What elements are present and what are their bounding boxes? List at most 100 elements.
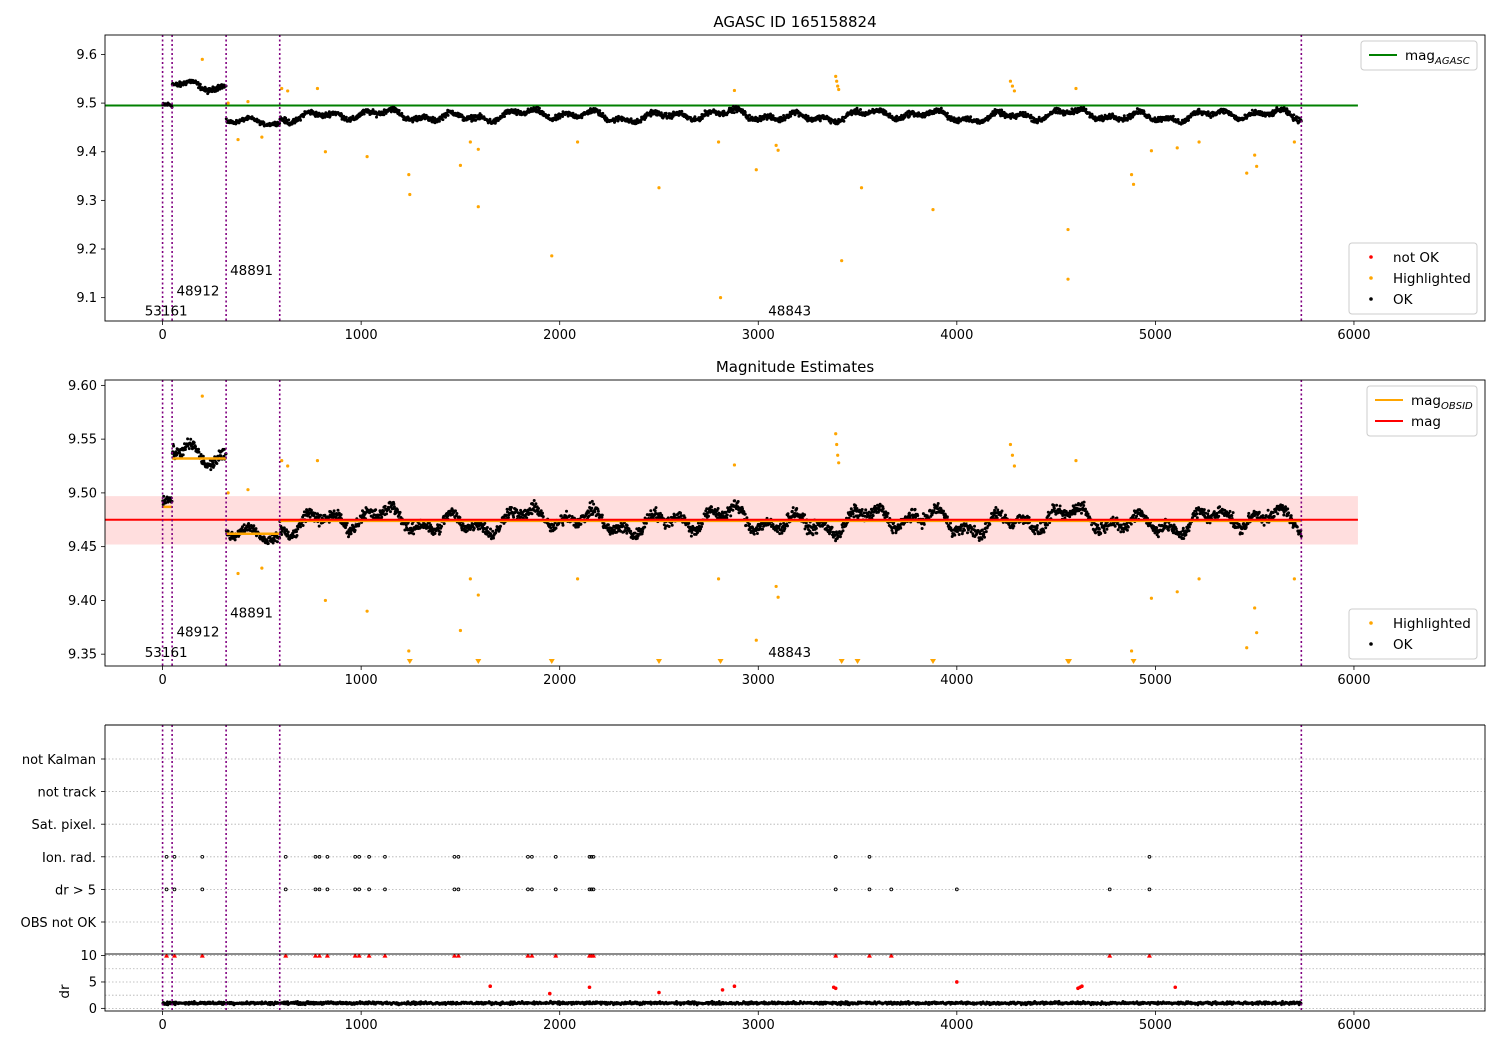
ok-point — [999, 513, 1003, 517]
ok-point — [510, 506, 513, 509]
ok-point — [700, 522, 704, 526]
ok-point — [913, 507, 917, 511]
ok-point — [1042, 530, 1046, 534]
ok-point — [744, 523, 748, 527]
highlighted-point — [1149, 149, 1154, 153]
ok-point — [531, 502, 535, 506]
ok-point — [568, 514, 572, 518]
ok-point — [755, 532, 759, 535]
ok-point — [1035, 526, 1039, 530]
ok-point — [804, 521, 808, 525]
ok-point — [725, 516, 729, 520]
ok-point — [194, 445, 197, 449]
y-tick-label: 9.3 — [76, 194, 97, 209]
ok-point — [742, 510, 746, 514]
y-tick-label: 9.2 — [76, 243, 97, 258]
ok-point — [226, 529, 230, 533]
x-tick-label: 6000 — [1337, 328, 1370, 343]
ok-point — [780, 531, 784, 535]
y-tick-label: 9.6 — [76, 48, 97, 63]
ok-point — [198, 82, 202, 86]
highlighted-point — [835, 79, 839, 83]
ok-point — [793, 113, 797, 117]
ok-point — [641, 530, 644, 534]
highlighted-point — [1008, 79, 1013, 83]
ok-point — [1187, 118, 1190, 122]
ok-point — [995, 516, 999, 520]
x-tick-label: 4000 — [940, 328, 973, 343]
ok-point — [984, 530, 988, 534]
ok-point — [388, 500, 392, 504]
ok-point — [969, 115, 973, 119]
ok-point — [309, 508, 313, 512]
chart-title: AGASC ID 165158824 — [713, 13, 876, 31]
ok-point — [1132, 513, 1136, 517]
ok-point — [748, 522, 751, 526]
ok-point — [649, 509, 653, 513]
ok-point — [969, 530, 973, 534]
ok-point — [362, 112, 366, 116]
legend-dot-swatch — [1369, 276, 1373, 280]
ok-point — [776, 530, 779, 534]
ok-point — [438, 530, 442, 534]
legend-label: magAGASC — [1405, 48, 1470, 67]
ok-point — [949, 115, 953, 119]
panel-magnitude-estimates: 0 1000 2000 3000 4000 5000 60009.359.409.459.5… — [68, 358, 1486, 688]
ok-point — [786, 524, 789, 528]
ok-point — [349, 532, 353, 536]
ok-point — [437, 119, 441, 123]
ok-point — [687, 521, 691, 525]
ok-point — [547, 113, 551, 117]
ok-point — [541, 511, 544, 515]
ok-point — [400, 111, 404, 115]
ok-point — [888, 112, 892, 116]
y-tick-label: 9.1 — [76, 291, 97, 306]
ok-point — [868, 514, 872, 518]
ok-point — [572, 523, 576, 527]
ok-point — [534, 502, 538, 506]
ok-point — [752, 532, 756, 536]
ok-point — [777, 524, 781, 528]
ok-point — [945, 515, 949, 519]
ok-point — [945, 521, 949, 525]
ok-point — [881, 507, 885, 511]
ok-point — [295, 534, 299, 537]
ok-point — [291, 532, 295, 536]
ok-point — [855, 507, 859, 510]
y-tick-label: 9.4 — [76, 145, 97, 160]
ok-point — [385, 512, 388, 516]
ok-point — [625, 524, 629, 527]
ok-point — [980, 528, 984, 532]
ok-point — [254, 527, 258, 531]
ok-point — [541, 515, 545, 519]
ok-point — [1021, 110, 1025, 114]
ok-point — [959, 527, 962, 531]
highlighted-point — [1012, 89, 1017, 93]
ok-point — [930, 513, 934, 517]
ok-point — [679, 514, 683, 518]
ok-point — [916, 514, 920, 518]
highlighted-point — [859, 186, 864, 190]
ok-point — [323, 514, 327, 518]
axes-frame — [104, 34, 1486, 322]
legend-label: not OK — [1393, 250, 1440, 266]
ok-point — [994, 506, 998, 509]
ok-point — [397, 109, 401, 112]
ok-point — [537, 106, 541, 110]
ok-point — [841, 529, 845, 533]
highlighted-point — [931, 208, 935, 212]
ok-point — [280, 529, 284, 533]
ok-point — [492, 536, 495, 540]
ok-point — [859, 108, 862, 111]
ok-point — [683, 516, 687, 520]
ok-point — [1116, 528, 1120, 532]
highlighted-point — [365, 154, 369, 159]
ok-point — [1115, 516, 1119, 520]
ok-point — [1135, 514, 1139, 518]
ok-point — [949, 521, 952, 525]
ok-point — [864, 508, 868, 512]
ok-point — [503, 115, 506, 118]
ok-point — [506, 516, 510, 520]
ok-point — [644, 521, 648, 525]
ok-point — [731, 508, 735, 512]
